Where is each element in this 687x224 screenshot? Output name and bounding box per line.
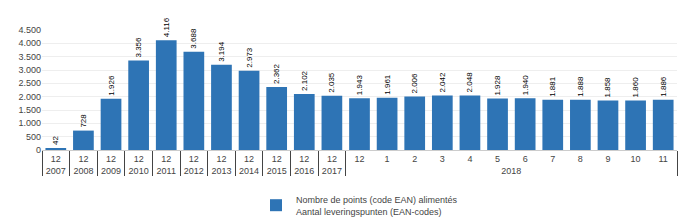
svg-text:1.888: 1.888 xyxy=(576,76,585,97)
svg-text:12: 12 xyxy=(78,154,88,164)
svg-text:1.940: 1.940 xyxy=(521,75,530,96)
svg-text:9: 9 xyxy=(605,154,610,164)
svg-text:5: 5 xyxy=(495,154,500,164)
svg-text:12: 12 xyxy=(216,154,226,164)
svg-text:728: 728 xyxy=(79,114,88,128)
svg-text:6: 6 xyxy=(523,154,528,164)
svg-text:3.688: 3.688 xyxy=(189,28,198,49)
svg-text:2.000: 2.000 xyxy=(18,92,41,102)
svg-text:8: 8 xyxy=(578,154,583,164)
svg-text:2011: 2011 xyxy=(157,166,176,176)
svg-text:1.926: 1.926 xyxy=(107,75,116,96)
svg-text:1.000: 1.000 xyxy=(18,118,41,128)
svg-text:12: 12 xyxy=(51,154,61,164)
svg-text:2008: 2008 xyxy=(73,166,93,176)
svg-text:2.500: 2.500 xyxy=(18,78,41,88)
svg-text:12: 12 xyxy=(134,154,144,164)
svg-text:Nombre de points (code EAN) al: Nombre de points (code EAN) alimentésAan… xyxy=(296,195,458,217)
svg-text:10: 10 xyxy=(631,154,641,164)
svg-text:4.000: 4.000 xyxy=(18,38,41,48)
svg-text:2: 2 xyxy=(412,154,417,164)
svg-text:1.858: 1.858 xyxy=(603,77,612,98)
svg-text:2013: 2013 xyxy=(211,166,231,176)
svg-text:11: 11 xyxy=(659,154,668,164)
svg-text:3.194: 3.194 xyxy=(217,41,226,62)
svg-text:500: 500 xyxy=(26,132,41,142)
svg-text:2016: 2016 xyxy=(294,166,314,176)
svg-text:12: 12 xyxy=(327,154,337,164)
svg-text:4.500: 4.500 xyxy=(18,25,41,35)
svg-text:2010: 2010 xyxy=(129,166,149,176)
svg-text:1.928: 1.928 xyxy=(493,75,502,96)
svg-text:1.881: 1.881 xyxy=(548,76,557,97)
svg-text:3.000: 3.000 xyxy=(18,65,41,75)
svg-text:2014: 2014 xyxy=(239,166,259,176)
svg-text:0: 0 xyxy=(36,145,41,155)
svg-text:12: 12 xyxy=(244,154,254,164)
svg-text:2.362: 2.362 xyxy=(272,63,281,84)
svg-text:2012: 2012 xyxy=(184,166,204,176)
svg-text:4: 4 xyxy=(467,154,472,164)
svg-text:2.973: 2.973 xyxy=(245,47,254,68)
svg-text:12: 12 xyxy=(299,154,309,164)
svg-text:2.102: 2.102 xyxy=(300,70,309,91)
svg-text:4.116: 4.116 xyxy=(162,17,171,37)
svg-text:7: 7 xyxy=(550,154,555,164)
svg-text:12: 12 xyxy=(272,154,282,164)
svg-text:3.356: 3.356 xyxy=(134,37,143,58)
svg-text:2009: 2009 xyxy=(101,166,121,176)
svg-text:2.048: 2.048 xyxy=(465,72,474,93)
svg-text:1.943: 1.943 xyxy=(355,75,364,96)
svg-text:1.860: 1.860 xyxy=(631,77,640,98)
svg-text:12: 12 xyxy=(106,154,116,164)
svg-text:2017: 2017 xyxy=(322,166,342,176)
svg-text:2.035: 2.035 xyxy=(327,72,336,93)
svg-text:1.886: 1.886 xyxy=(659,76,668,97)
svg-text:1.500: 1.500 xyxy=(18,105,41,115)
svg-text:3.500: 3.500 xyxy=(18,52,41,62)
svg-text:2015: 2015 xyxy=(267,166,287,176)
svg-text:2007: 2007 xyxy=(46,166,66,176)
svg-text:42: 42 xyxy=(51,136,60,145)
svg-text:3: 3 xyxy=(440,154,445,164)
svg-text:12: 12 xyxy=(189,154,199,164)
svg-text:2.006: 2.006 xyxy=(410,73,419,94)
svg-text:12: 12 xyxy=(161,154,171,164)
svg-text:1.961: 1.961 xyxy=(383,74,392,95)
svg-text:2018: 2018 xyxy=(501,166,521,176)
svg-text:2.042: 2.042 xyxy=(438,72,447,93)
svg-text:1: 1 xyxy=(385,154,390,164)
svg-text:12: 12 xyxy=(354,154,364,164)
